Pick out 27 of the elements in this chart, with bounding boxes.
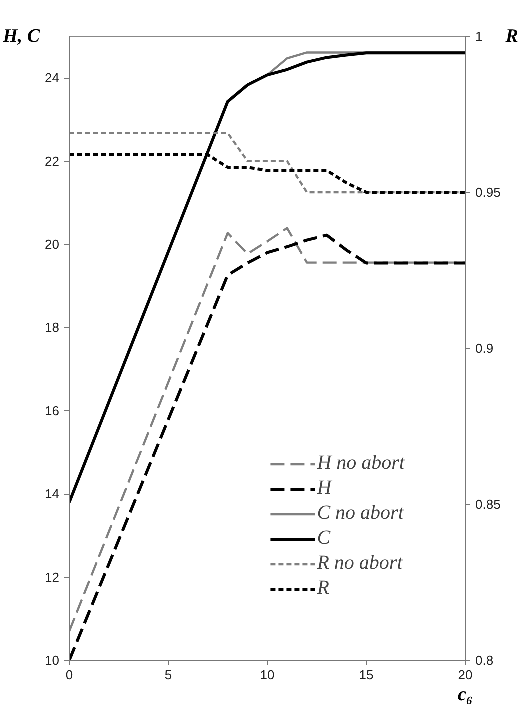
legend-label: C: [317, 527, 332, 550]
y-tick-label: 20: [45, 237, 60, 252]
y-axis-title: H, C: [2, 26, 40, 47]
y-tick-label: 14: [45, 486, 60, 502]
y-tick-label: 18: [45, 320, 60, 336]
legend-label: H no abort: [317, 452, 405, 475]
y-tick-label: 10: [45, 653, 60, 668]
y-tick-label: 12: [45, 570, 60, 585]
x-tick-label: 5: [164, 668, 172, 682]
x-tick-label: 0: [66, 668, 74, 682]
legend-label: R no abort: [317, 552, 403, 575]
y2-tick-label: 1: [476, 29, 483, 44]
legend-label: R: [317, 577, 330, 600]
x-tick-label: 10: [260, 668, 275, 682]
x-tick-label: 15: [359, 668, 374, 682]
x-axis-title: c₆: [458, 684, 474, 706]
y2-tick-label: 0.95: [476, 185, 501, 200]
y2-axis-title: R: [504, 26, 518, 47]
y2-tick-label: 0.9: [476, 341, 494, 356]
y-tick-label: 22: [45, 154, 60, 169]
y-tick-label: 24: [45, 70, 60, 86]
y2-tick-label: 0.85: [476, 497, 501, 512]
x-tick-label: 20: [458, 668, 473, 682]
y2-tick-label: 0.8: [476, 653, 494, 668]
y-tick-label: 16: [45, 403, 60, 418]
legend-label: H: [317, 477, 334, 500]
legend-label: C no abort: [317, 502, 404, 525]
